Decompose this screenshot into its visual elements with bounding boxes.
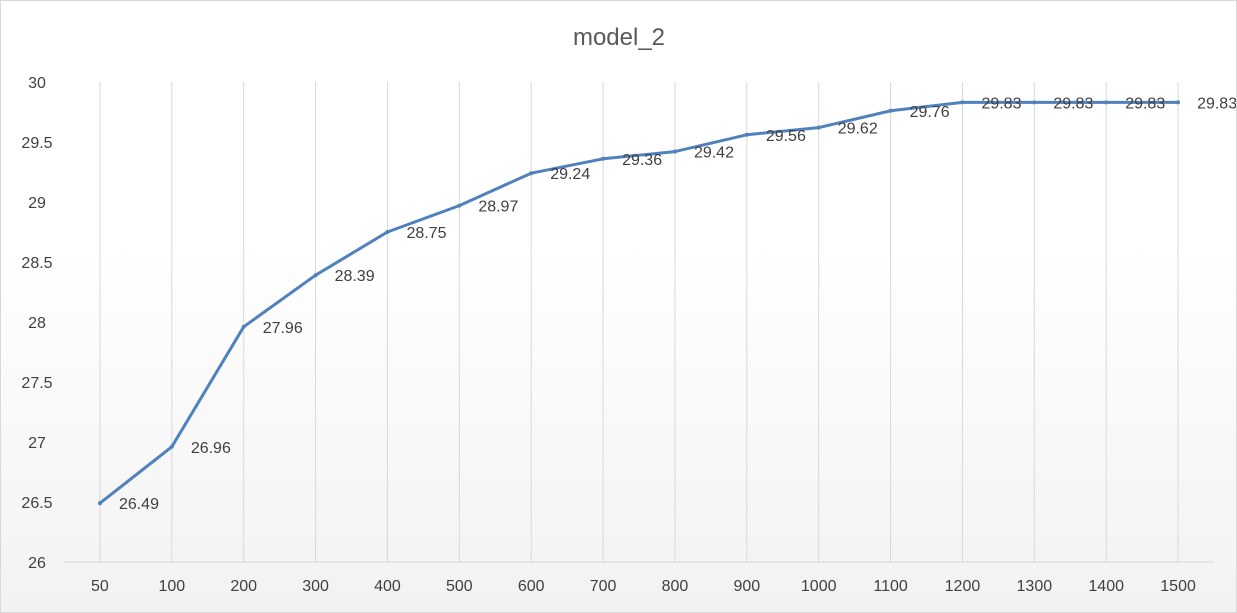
chart-title: model_2 — [573, 24, 665, 51]
data-point — [1176, 100, 1181, 105]
data-point — [169, 444, 174, 449]
y-tick-label: 26.5 — [21, 495, 52, 512]
x-tick-label: 600 — [518, 578, 545, 595]
x-tick-label: 1000 — [801, 578, 837, 595]
x-tick-label: 1400 — [1088, 578, 1124, 595]
x-tick-label: 1100 — [873, 578, 908, 595]
x-tick-label: 1200 — [945, 578, 981, 595]
x-tick-label: 900 — [733, 578, 760, 595]
data-point — [457, 203, 462, 208]
x-tick-label: 300 — [302, 578, 329, 595]
data-label: 29.83 — [1197, 95, 1236, 112]
data-label: 28.97 — [478, 199, 518, 216]
data-label: 29.56 — [766, 128, 806, 145]
data-label: 29.42 — [694, 145, 734, 162]
data-label: 27.96 — [263, 320, 303, 337]
data-point — [529, 171, 534, 176]
y-axis-tick-labels: 26 26.5 27 27.5 28 28.5 29 29.5 30 — [21, 75, 52, 572]
data-labels: 26.49 26.96 27.96 28.39 28.75 28.97 29.24 29.36… — [119, 95, 1236, 513]
series-points — [97, 100, 1181, 506]
data-label: 29.83 — [1053, 95, 1093, 112]
data-label: 26.49 — [119, 496, 159, 513]
data-label: 29.62 — [838, 121, 878, 138]
x-tick-label: 800 — [662, 578, 689, 595]
data-label: 29.83 — [981, 95, 1021, 112]
data-label: 29.36 — [622, 152, 662, 169]
data-point — [816, 125, 821, 130]
data-point — [385, 230, 390, 234]
data-label: 29.24 — [550, 166, 590, 183]
data-point — [960, 100, 965, 105]
data-point — [1032, 100, 1037, 105]
data-point — [97, 501, 102, 506]
x-tick-label: 1500 — [1160, 578, 1196, 595]
x-tick-label: 400 — [374, 578, 401, 595]
y-tick-label: 28.5 — [21, 255, 52, 272]
data-label: 29.83 — [1125, 95, 1165, 112]
data-point — [313, 273, 318, 278]
x-tick-label: 700 — [590, 578, 617, 595]
y-tick-label: 27 — [28, 435, 46, 452]
gridlines — [99, 82, 1179, 562]
series-line — [98, 100, 1180, 505]
x-tick-label: 200 — [230, 578, 257, 595]
x-tick-label: 100 — [158, 578, 185, 595]
data-point — [672, 149, 677, 154]
data-point — [601, 156, 606, 161]
data-label: 28.75 — [406, 225, 446, 242]
y-tick-label: 27.5 — [21, 375, 52, 392]
x-tick-label: 500 — [446, 578, 473, 595]
y-tick-label: 29.5 — [21, 135, 52, 152]
data-label: 28.39 — [335, 268, 375, 285]
data-label: 26.96 — [191, 440, 231, 457]
x-axis-tick-labels: 50 100 200 300 400 500 600 700 800 900 1000 1100 120… — [91, 578, 1196, 595]
series-lines — [98, 100, 1180, 505]
data-label: 29.76 — [910, 104, 950, 121]
data-point — [744, 132, 749, 137]
y-tick-label: 28 — [28, 315, 46, 332]
data-point — [241, 324, 246, 329]
x-tick-label: 50 — [91, 578, 109, 595]
y-tick-label: 30 — [28, 75, 46, 92]
y-tick-label: 26 — [28, 555, 46, 572]
data-point — [1104, 100, 1109, 105]
y-tick-label: 29 — [28, 195, 46, 212]
x-tick-label: 1300 — [1017, 578, 1053, 595]
data-point — [888, 108, 893, 113]
